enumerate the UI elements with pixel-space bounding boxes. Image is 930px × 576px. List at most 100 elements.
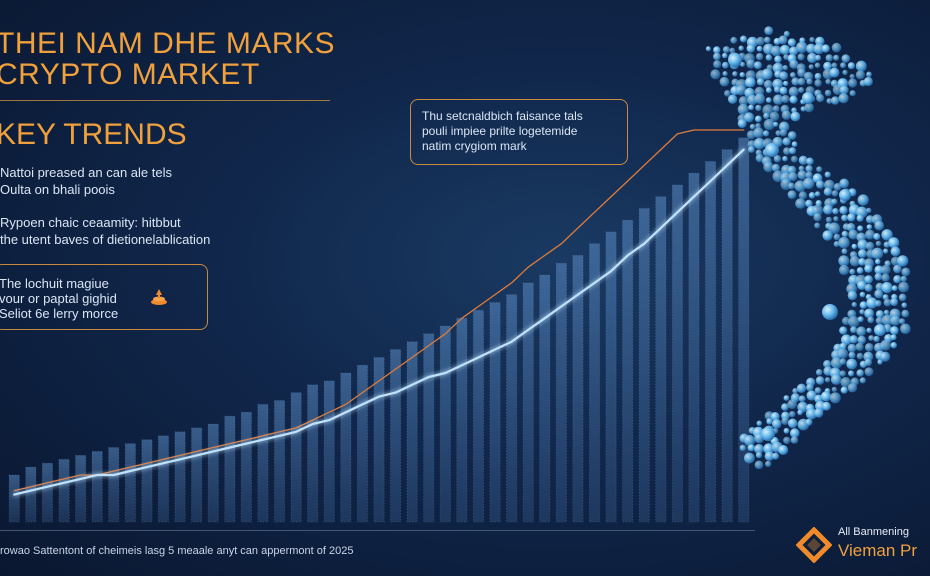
map-dot (772, 62, 784, 74)
map-dot (764, 36, 771, 44)
map-dot (806, 390, 817, 401)
map-dot (814, 62, 821, 69)
chart-bar (655, 196, 667, 523)
trend-line: Rypoen chaic ceaamity: hitbbut (0, 215, 181, 230)
map-dot (783, 427, 790, 434)
map-dot (840, 377, 852, 388)
map-dot (798, 155, 808, 165)
map-dot (791, 141, 798, 148)
map-dot (755, 451, 763, 459)
map-dot (713, 60, 722, 69)
map-dot (795, 198, 806, 209)
map-dot (756, 78, 765, 86)
title-line-1: THEI NAM DHE MARKS (0, 27, 336, 60)
chart-bar (356, 364, 369, 523)
map-dot (831, 198, 838, 205)
map-dot (732, 71, 738, 77)
bar-series (8, 137, 750, 523)
chart-bar (605, 231, 617, 523)
map-dot (771, 419, 782, 429)
chart-bar (373, 356, 385, 523)
map-dot (761, 68, 773, 80)
map-dot (773, 86, 781, 93)
footer-divider (0, 530, 755, 531)
map-dot (848, 229, 859, 240)
map-dot (864, 358, 872, 367)
map-dot (857, 335, 866, 345)
map-dot (856, 214, 864, 222)
map-dot (790, 111, 801, 122)
map-dot (728, 53, 742, 67)
map-dot (747, 444, 755, 452)
map-dot (849, 256, 861, 267)
map-dot (773, 94, 784, 105)
map-dot (864, 308, 874, 319)
map-dot (805, 418, 813, 426)
map-dot (782, 137, 791, 146)
chart-bar (257, 403, 269, 523)
map-dot (880, 264, 891, 275)
chart-bar (191, 427, 203, 523)
map-dot (813, 43, 825, 55)
map-dot (831, 190, 839, 197)
map-dot (855, 342, 864, 351)
map-dot (839, 189, 851, 201)
map-dot (790, 72, 796, 78)
chart-bar (406, 341, 418, 523)
chart-bar (456, 317, 468, 523)
map-dot (833, 54, 840, 61)
callout-text: Thu setcnaldbich faisance tals pouli imp… (422, 109, 583, 154)
map-dot (866, 224, 873, 230)
map-dot (857, 225, 864, 232)
map-dot (890, 326, 899, 335)
map-dot (816, 94, 825, 103)
map-dot (765, 143, 779, 157)
map-dot (783, 436, 791, 445)
highlight-line: Seliot 6e lerry morce (0, 306, 119, 321)
map-dot (814, 222, 821, 229)
map-dot (772, 452, 780, 460)
map-dot (756, 36, 765, 46)
map-dot (822, 401, 831, 411)
map-dot (740, 35, 747, 43)
chart-bar (108, 447, 120, 523)
map-dot (787, 399, 798, 410)
map-dot (787, 165, 797, 175)
chart-bar (58, 458, 70, 523)
map-dot (849, 90, 856, 97)
chart-bar (124, 443, 136, 523)
map-dot (788, 182, 795, 190)
map-dot (882, 294, 889, 301)
footer-caption: rowao Sattentont of cheimeis lasg 5 meaa… (0, 545, 354, 557)
map-dot (838, 93, 849, 104)
map-dot (763, 79, 773, 89)
map-dot (841, 214, 848, 222)
map-dot (756, 45, 763, 52)
map-dot (765, 54, 773, 61)
map-dot (833, 233, 841, 241)
map-dot (880, 339, 891, 351)
map-dot (805, 408, 818, 420)
map-dot (808, 64, 814, 70)
chart-bar (721, 149, 733, 523)
map-dot (900, 275, 907, 283)
map-dot (883, 248, 889, 254)
map-dot (838, 255, 850, 267)
chart-bar (522, 282, 534, 523)
map-dot (773, 155, 782, 163)
map-dot (812, 204, 824, 216)
map-dot (859, 377, 866, 384)
map-dot (825, 78, 831, 85)
trend-line: Nattoi preased an can ale tels (0, 165, 172, 180)
map-dot (778, 121, 790, 132)
map-dot (855, 60, 867, 72)
map-dot (746, 44, 756, 53)
map-dot (868, 335, 875, 341)
map-dot (814, 408, 824, 418)
chart-bar (340, 372, 352, 523)
map-dot (874, 265, 884, 275)
map-dot (790, 428, 800, 438)
map-dot (806, 383, 814, 392)
map-dot (857, 316, 864, 323)
map-dot (783, 395, 790, 401)
